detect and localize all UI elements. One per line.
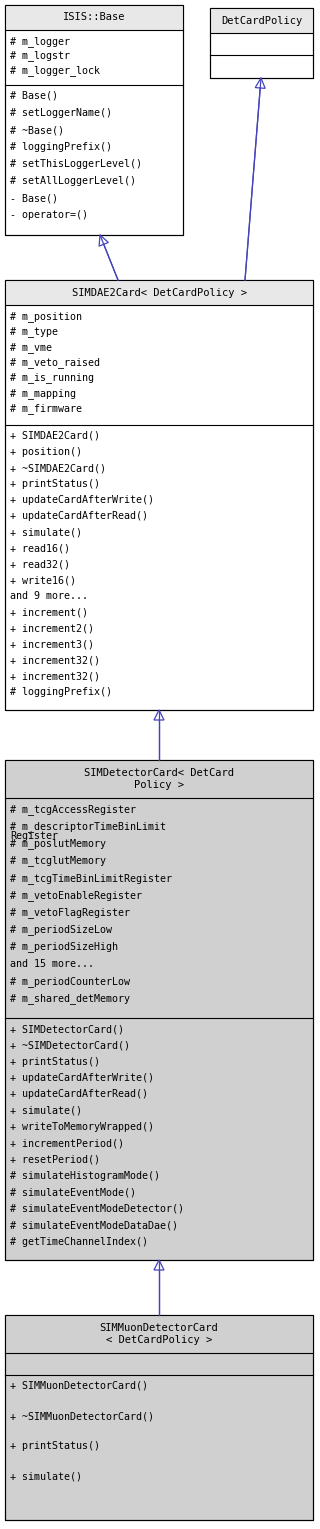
Text: + ~SIMMuonDetectorCard(): + ~SIMMuonDetectorCard() [10, 1411, 154, 1422]
Text: + SIMDAE2Card(): + SIMDAE2Card() [10, 431, 100, 440]
Text: + printStatus(): + printStatus() [10, 479, 100, 489]
Text: + updateCardAfterWrite(): + updateCardAfterWrite() [10, 1073, 154, 1083]
Text: + read32(): + read32() [10, 560, 70, 569]
Text: # m_tcgTimeBinLimitRegister: # m_tcgTimeBinLimitRegister [10, 873, 172, 884]
Text: # simulateEventModeDataDae(): # simulateEventModeDataDae() [10, 1220, 178, 1231]
Text: + position(): + position() [10, 446, 82, 457]
Text: # m_is_running: # m_is_running [10, 373, 94, 384]
Text: and 9 more...: and 9 more... [10, 592, 88, 601]
Text: + incrementPeriod(): + incrementPeriod() [10, 1139, 124, 1148]
Text: + SIMDetectorCard(): + SIMDetectorCard() [10, 1024, 124, 1034]
Text: # ~Base(): # ~Base() [10, 125, 64, 135]
Text: # setAllLoggerLevel(): # setAllLoggerLevel() [10, 176, 136, 187]
Text: # m_vetoEnableRegister: # m_vetoEnableRegister [10, 890, 142, 901]
Text: SIMMuonDetectorCard
< DetCardPolicy >: SIMMuonDetectorCard < DetCardPolicy > [100, 1323, 218, 1346]
Bar [5, 280, 313, 304]
Text: + updateCardAfterRead(): + updateCardAfterRead() [10, 511, 148, 521]
Text: + SIMMuonDetectorCard(): + SIMMuonDetectorCard() [10, 1381, 148, 1391]
Text: # m_type: # m_type [10, 326, 58, 338]
Text: + read16(): + read16() [10, 543, 70, 553]
Text: + printStatus(): + printStatus() [10, 1057, 100, 1067]
Text: + writeToMemoryWrapped(): + writeToMemoryWrapped() [10, 1122, 154, 1131]
Text: SIMDetectorCard< DetCard
Policy >: SIMDetectorCard< DetCard Policy > [84, 768, 234, 790]
Text: # m_vetoFlagRegister: # m_vetoFlagRegister [10, 907, 130, 917]
Text: Register: Register [10, 830, 58, 841]
Text: # m_descriptorTimeBinLimit: # m_descriptorTimeBinLimit [10, 821, 166, 832]
Text: # Base(): # Base() [10, 92, 58, 101]
Bar [5, 5, 183, 235]
Text: # m_periodSizeHigh: # m_periodSizeHigh [10, 942, 118, 953]
Text: # simulateHistogramMode(): # simulateHistogramMode() [10, 1171, 160, 1182]
Text: # m_logstr: # m_logstr [10, 50, 70, 61]
Text: # m_veto_raised: # m_veto_raised [10, 358, 100, 368]
Text: # m_vme: # m_vme [10, 342, 52, 353]
Text: + updateCardAfterWrite(): + updateCardAfterWrite() [10, 495, 154, 505]
Bar [5, 280, 313, 709]
Text: # m_tcglutMemory: # m_tcglutMemory [10, 856, 106, 867]
Text: DetCardPolicy: DetCardPolicy [221, 15, 302, 26]
Text: # simulateEventModeDetector(): # simulateEventModeDetector() [10, 1203, 184, 1214]
Text: # m_periodSizeLow: # m_periodSizeLow [10, 925, 112, 936]
Bar [5, 280, 313, 709]
Text: + increment32(): + increment32() [10, 654, 100, 665]
Text: # loggingPrefix(): # loggingPrefix() [10, 142, 112, 153]
Text: + printStatus(): + printStatus() [10, 1442, 100, 1451]
Text: + simulate(): + simulate() [10, 1105, 82, 1116]
Text: # m_shared_detMemory: # m_shared_detMemory [10, 992, 130, 1005]
Text: # m_tcgAccessRegister: # m_tcgAccessRegister [10, 804, 136, 815]
Bar [5, 760, 313, 1260]
Text: + increment3(): + increment3() [10, 639, 94, 650]
Text: + increment2(): + increment2() [10, 624, 94, 633]
Bar [5, 760, 313, 1260]
Bar [210, 8, 313, 78]
Text: + simulate(): + simulate() [10, 528, 82, 537]
Bar [5, 760, 313, 798]
Text: + increment32(): + increment32() [10, 671, 100, 680]
Text: # setLoggerName(): # setLoggerName() [10, 109, 112, 118]
Text: SIMDAE2Card< DetCardPolicy >: SIMDAE2Card< DetCardPolicy > [71, 287, 246, 298]
Text: # m_mapping: # m_mapping [10, 388, 76, 399]
Text: # m_position: # m_position [10, 310, 82, 323]
Text: # m_periodCounterLow: # m_periodCounterLow [10, 976, 130, 986]
Bar [5, 1315, 313, 1520]
Text: # getTimeChannelIndex(): # getTimeChannelIndex() [10, 1237, 148, 1246]
Bar [5, 5, 183, 31]
Text: # m_logger_lock: # m_logger_lock [10, 64, 100, 76]
Text: + updateCardAfterRead(): + updateCardAfterRead() [10, 1089, 148, 1099]
Text: # m_poslutMemory: # m_poslutMemory [10, 838, 106, 849]
Text: + simulate(): + simulate() [10, 1471, 82, 1482]
Text: + ~SIMDetectorCard(): + ~SIMDetectorCard() [10, 1040, 130, 1050]
Text: + resetPeriod(): + resetPeriod() [10, 1154, 100, 1165]
Text: # m_firmware: # m_firmware [10, 404, 82, 414]
Bar [5, 1315, 313, 1520]
Bar [210, 8, 313, 78]
Text: and 15 more...: and 15 more... [10, 959, 94, 969]
Text: + write16(): + write16() [10, 575, 76, 586]
Text: ISIS::Base: ISIS::Base [63, 12, 125, 23]
Text: # simulateEventMode(): # simulateEventMode() [10, 1188, 136, 1197]
Text: - Base(): - Base() [10, 193, 58, 203]
Text: + increment(): + increment() [10, 607, 88, 618]
Bar [5, 5, 183, 235]
Bar [5, 1315, 313, 1353]
Text: # setThisLoggerLevel(): # setThisLoggerLevel() [10, 159, 142, 170]
Text: # m_logger: # m_logger [10, 37, 70, 47]
Bar [210, 8, 313, 34]
Text: + ~SIMDAE2Card(): + ~SIMDAE2Card() [10, 463, 106, 472]
Text: - operator=(): - operator=() [10, 211, 88, 220]
Text: # loggingPrefix(): # loggingPrefix() [10, 687, 112, 697]
